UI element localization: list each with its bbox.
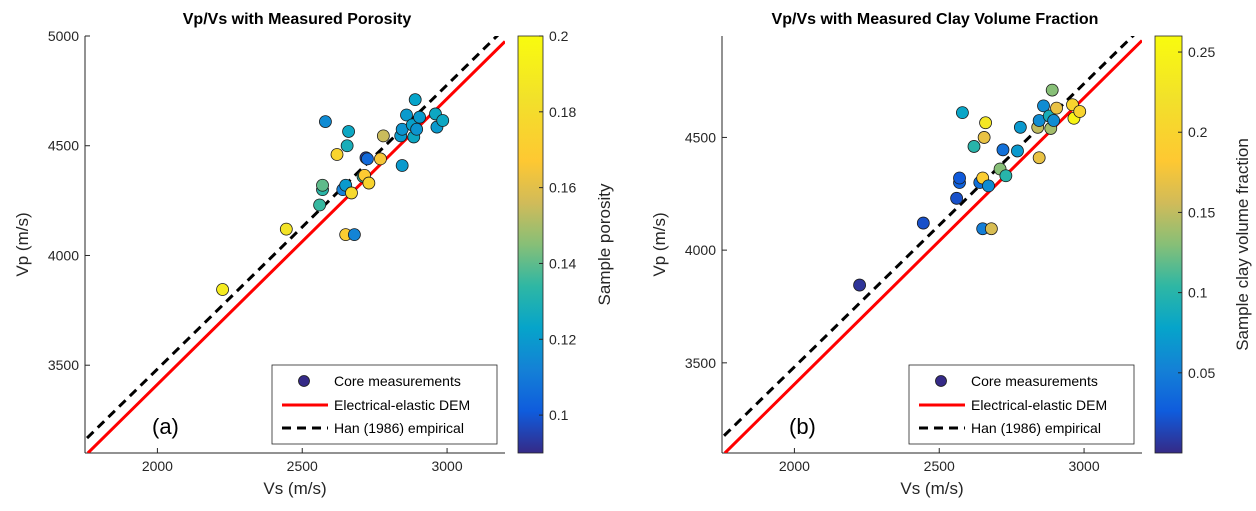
data-point [376, 129, 390, 143]
data-point [345, 186, 358, 200]
data-point [982, 179, 995, 193]
legend-label-core: Core measurements [971, 373, 1098, 389]
data-point [1037, 99, 1050, 113]
data-point [1045, 83, 1059, 97]
data-point [977, 131, 991, 144]
data-point [853, 278, 866, 292]
colorbar-gradient [1154, 35, 1183, 454]
han-line [722, 36, 1135, 440]
colorbar-label: Sample clay volume fraction [1233, 138, 1252, 351]
colorbar-tick-label: 0.2 [549, 28, 569, 44]
x-axis-label: Vs (m/s) [263, 479, 326, 498]
data-point [395, 159, 409, 172]
data-point [408, 93, 422, 107]
data-point [413, 110, 426, 124]
x-tick-label: 3000 [431, 458, 462, 474]
data-point [330, 148, 344, 161]
y-tick-label: 4000 [48, 247, 79, 263]
data-point [410, 122, 424, 136]
y-axis-label: Vp (m/s) [650, 212, 669, 276]
data-point [1013, 120, 1027, 134]
y-tick-label: 5000 [48, 28, 79, 44]
x-tick-label: 3000 [1068, 458, 1099, 474]
data-point [374, 152, 387, 166]
data-point [347, 228, 361, 242]
data-point [996, 143, 1010, 157]
data-point [342, 125, 355, 138]
data-point [1047, 114, 1061, 127]
legend-label-core: Core measurements [334, 373, 461, 389]
data-point [1032, 151, 1046, 165]
x-tick-label: 2000 [142, 458, 173, 474]
x-axis-label: Vs (m/s) [900, 479, 963, 498]
y-tick-label: 3500 [685, 355, 716, 371]
colorbar-tick-label: 0.14 [549, 255, 576, 271]
colorbar-tick-label: 0.2 [1188, 124, 1208, 140]
data-point [967, 140, 981, 153]
x-tick-label: 2500 [287, 458, 318, 474]
y-tick-label: 4500 [48, 138, 79, 154]
data-point [979, 116, 992, 130]
data-point [362, 176, 376, 190]
y-tick-label: 4000 [685, 242, 716, 258]
colorbar-tick-label: 0.25 [1188, 44, 1215, 60]
legend: Core measurements Electrical-elastic DEM H… [271, 364, 498, 445]
legend: Core measurements Electrical-elastic DEM H… [908, 364, 1135, 445]
data-point [984, 222, 998, 236]
data-point [319, 115, 332, 128]
data-point [340, 139, 354, 153]
data-point [400, 108, 413, 122]
panel-label: (b) [789, 414, 816, 439]
data-point [916, 216, 930, 230]
y-tick-label: 4500 [685, 129, 716, 145]
chart-title: Vp/Vs with Measured Porosity [183, 11, 412, 28]
legend-label-dem: Electrical-elastic DEM [334, 397, 470, 413]
colorbar-tick-label: 0.05 [1188, 365, 1215, 381]
chart-panel-a: Vp/Vs with Measured Porosity 2000 2500 3000… [13, 11, 614, 498]
data-point [216, 283, 229, 296]
data-point [953, 171, 966, 185]
data-point [313, 198, 327, 212]
x-tick-label: 2500 [924, 458, 955, 474]
colorbar-tick-label: 0.1 [549, 407, 569, 423]
data-point [956, 106, 969, 120]
legend-label-han: Han (1986) empirical [971, 420, 1101, 436]
legend-label-dem: Electrical-elastic DEM [971, 397, 1107, 413]
data-point [279, 222, 293, 236]
legend-marker-core [298, 375, 310, 387]
data-point [1011, 144, 1024, 158]
colorbar-tick-label: 0.18 [549, 104, 576, 120]
y-tick-label: 3500 [48, 357, 79, 373]
x-tick-label: 2000 [779, 458, 810, 474]
panel-label: (a) [152, 414, 179, 439]
data-point [999, 169, 1013, 183]
scatter-points [216, 93, 450, 296]
data-point [1050, 101, 1063, 115]
colorbar-tick-label: 0.12 [549, 331, 576, 347]
legend-label-han: Han (1986) empirical [334, 420, 464, 436]
colorbar: 0.1 0.12 0.14 0.16 0.18 0.2 Sample porosity [517, 28, 614, 454]
colorbar-tick-label: 0.16 [549, 180, 576, 196]
data-point [436, 114, 450, 127]
colorbar-label: Sample porosity [595, 183, 614, 305]
data-point [950, 191, 964, 205]
colorbar-gradient [517, 35, 544, 454]
colorbar-tick-label: 0.1 [1188, 285, 1208, 301]
chart-title: Vp/Vs with Measured Clay Volume Fraction [772, 11, 1099, 28]
scatter-points [853, 83, 1087, 292]
chart-panel-b: Vp/Vs with Measured Clay Volume Fraction… [650, 11, 1252, 498]
colorbar-tick-label: 0.15 [1188, 204, 1215, 220]
han-line [85, 36, 500, 443]
legend-marker-core [935, 375, 947, 387]
data-point [361, 152, 374, 166]
y-axis-label: Vp (m/s) [13, 212, 32, 276]
data-point [1073, 105, 1087, 118]
data-point [316, 178, 329, 192]
colorbar: 0.05 0.1 0.15 0.2 0.25 Sample clay volume fra… [1154, 35, 1252, 454]
